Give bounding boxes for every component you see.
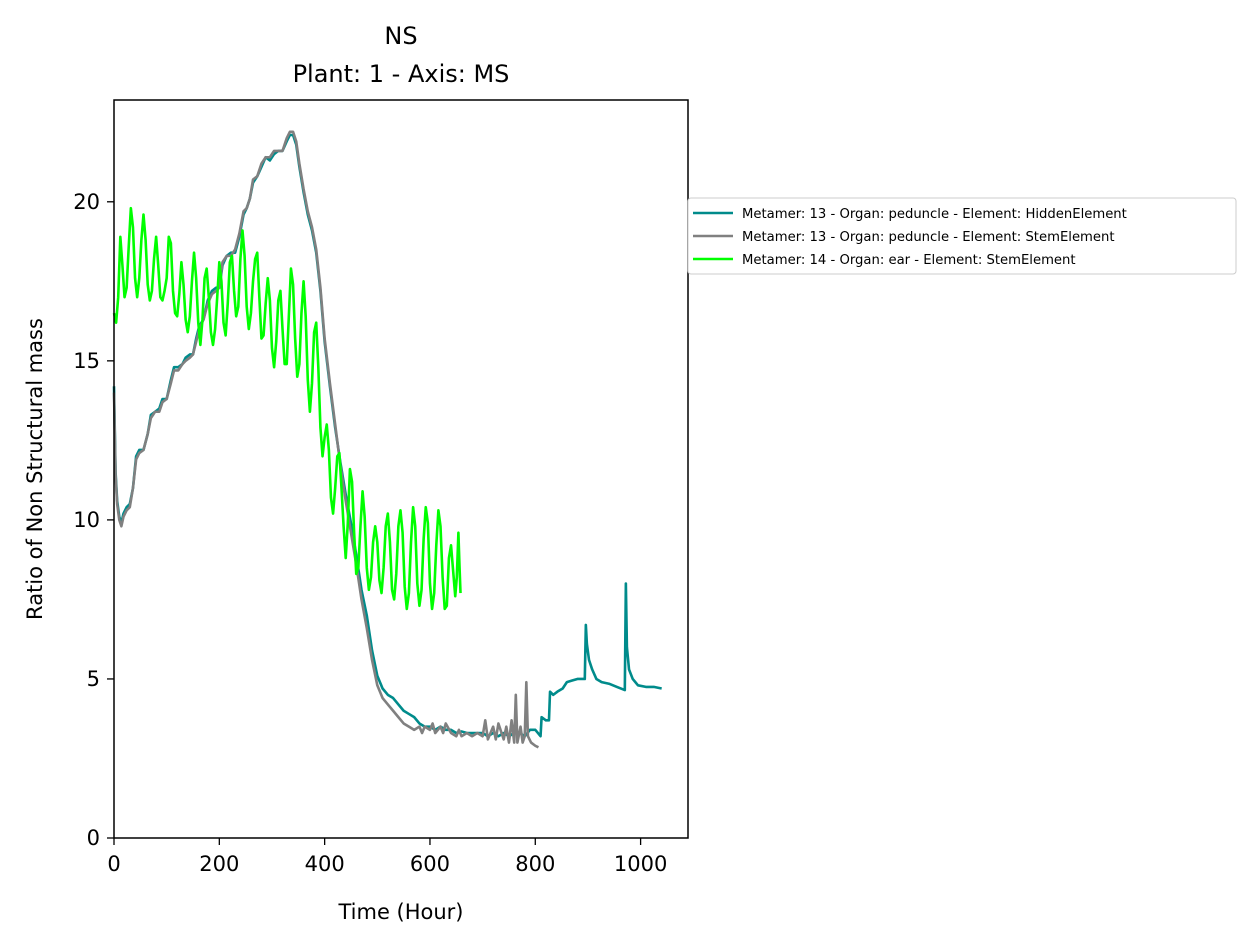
y-tick-label: 15 bbox=[73, 349, 100, 373]
legend: Metamer: 13 - Organ: peduncle - Element:… bbox=[687, 197, 1237, 275]
y-tick-label: 20 bbox=[73, 190, 100, 214]
x-tick-label: 200 bbox=[199, 852, 239, 876]
y-axis-label: Ratio of Non Structural mass bbox=[23, 318, 47, 620]
x-axis-ticks: 0 200 400 600 800 1000 bbox=[107, 838, 667, 876]
x-tick-label: 600 bbox=[410, 852, 450, 876]
series-line-2 bbox=[112, 130, 540, 749]
x-tick-label: 800 bbox=[515, 852, 555, 876]
y-tick-label: 0 bbox=[87, 826, 100, 850]
x-tick-label: 0 bbox=[107, 852, 120, 876]
y-tick-label: 5 bbox=[87, 667, 100, 691]
series-line-3 bbox=[112, 206, 462, 611]
chart-title: NS bbox=[384, 22, 417, 50]
x-tick-label: 1000 bbox=[614, 852, 667, 876]
plot-lines bbox=[112, 130, 662, 749]
legend-label-1: Metamer: 13 - Organ: peduncle - Element:… bbox=[742, 207, 1127, 222]
plot-frame bbox=[113, 99, 689, 839]
y-tick-label: 10 bbox=[73, 508, 100, 532]
legend-box bbox=[687, 197, 1237, 275]
y-axis-ticks: 0 5 10 15 20 bbox=[73, 190, 114, 850]
legend-label-3: Metamer: 14 - Organ: ear - Element: Stem… bbox=[742, 253, 1076, 268]
legend-label-2: Metamer: 13 - Organ: peduncle - Element:… bbox=[742, 230, 1115, 245]
chart-subtitle: Plant: 1 - Axis: MS bbox=[293, 60, 510, 88]
x-tick-label: 400 bbox=[305, 852, 345, 876]
x-axis-label: Time (Hour) bbox=[337, 900, 463, 924]
